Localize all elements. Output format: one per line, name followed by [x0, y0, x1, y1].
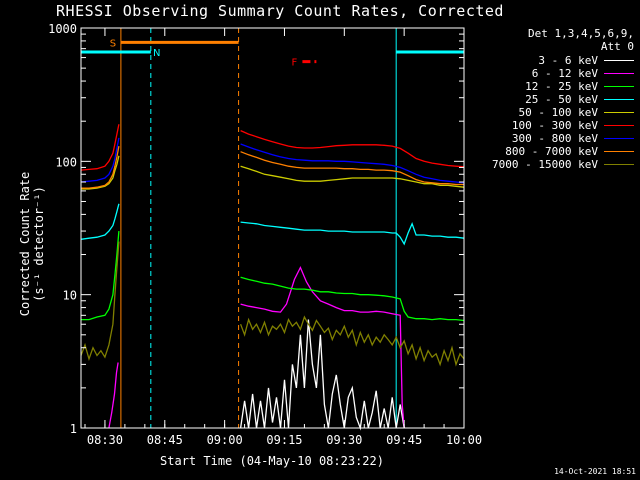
flag-label-s: S: [110, 38, 116, 49]
flag-label-f: F: [292, 58, 298, 69]
series-line-6-seg-0: [80, 137, 120, 183]
legend-entry-label: 50 - 100 keV: [518, 106, 598, 119]
series-line-7-seg-1: [240, 151, 464, 186]
series-line-8-seg-0: [80, 241, 120, 362]
legend-entry-label: 100 - 300 keV: [511, 119, 598, 132]
series-line-4-seg-0: [81, 155, 120, 190]
x-tick-label-2: 09:00: [207, 433, 243, 447]
series-line-0-seg-0: [239, 319, 405, 431]
legend-entry-label: 3 - 6 keV: [538, 54, 598, 67]
plot-frame: [80, 27, 465, 429]
legend-swatch: [604, 151, 634, 152]
series-line-5-seg-1: [240, 130, 465, 168]
series-line-8-seg-1: [239, 315, 465, 367]
series-line-1-seg-0: [108, 362, 119, 429]
legend-entry: 100 - 300 keV: [512, 119, 634, 132]
legend-entry: 50 - 100 keV: [519, 106, 634, 119]
legend-header-attenuator: Att 0: [600, 40, 634, 53]
legend-entry-label: 800 - 7000 keV: [505, 145, 598, 158]
legend-swatch: [604, 138, 634, 139]
legend-swatch: [604, 164, 634, 165]
series-line-4-seg-1: [240, 165, 465, 188]
legend-entry: 7000 - 15000 keV: [492, 158, 634, 171]
series-line-2-seg-1: [240, 276, 465, 322]
legend-swatch: [604, 73, 634, 74]
legend-swatch: [604, 86, 634, 87]
legend-header-detectors: Det 1,3,4,5,6,9,: [528, 27, 634, 40]
generation-timestamp: 14-Oct-2021 18:51: [554, 467, 636, 476]
series-line-3-seg-0: [80, 203, 120, 240]
legend-entry-label: 12 - 25 keV: [525, 80, 598, 93]
chart-title: RHESSI Observing Summary Count Rates, Co…: [56, 2, 504, 20]
legend-entry: 25 - 50 keV: [525, 93, 634, 106]
x-tick-label-5: 09:45: [386, 433, 422, 447]
series-line-2-seg-0: [81, 231, 120, 321]
legend-entry: 6 - 12 keV: [532, 67, 634, 80]
legend-entry: 300 - 800 keV: [512, 132, 634, 145]
legend-entry: 12 - 25 keV: [525, 80, 634, 93]
y-tick-label-0: 1: [70, 422, 77, 436]
legend-swatch: [604, 60, 634, 61]
flag-label-n: N: [153, 48, 160, 59]
legend-entry: 800 - 7000 keV: [505, 145, 634, 158]
legend-entry-label: 300 - 800 keV: [511, 132, 598, 145]
series-line-5-seg-0: [80, 124, 120, 171]
plot-layer: S N F: [80, 28, 465, 431]
legend-swatch: [604, 125, 634, 126]
legend-swatch: [604, 112, 634, 113]
legend-swatch: [604, 99, 634, 100]
x-axis-label: Start Time (04-May-10 08:23:22): [160, 454, 384, 468]
x-tick-label-3: 09:15: [266, 433, 302, 447]
legend-entry: 3 - 6 keV: [538, 54, 634, 67]
x-tick-label-6: 10:00: [446, 433, 482, 447]
y-axis-label: Corrected Count Rate (s⁻¹ detector⁻¹): [18, 171, 46, 317]
legend-entry-label: 7000 - 15000 keV: [492, 158, 598, 171]
series-line-7-seg-0: [81, 145, 120, 189]
x-tick-label-0: 08:30: [87, 433, 123, 447]
x-tick-label-1: 08:45: [147, 433, 183, 447]
legend-entry-label: 25 - 50 keV: [525, 93, 598, 106]
y-tick-label-1: 10: [63, 289, 77, 303]
series-line-3-seg-1: [240, 221, 465, 246]
legend-entry-label: 6 - 12 keV: [531, 67, 598, 80]
axes-layer: 08:30 08:45 09:00 09:15 09:30 09:45 10:00 1 10 10…: [48, 22, 482, 447]
y-tick-label-3: 1000: [48, 22, 77, 36]
series-line-6-seg-1: [240, 143, 465, 184]
y-tick-label-2: 100: [55, 155, 77, 169]
series-line-1-seg-1: [240, 265, 405, 429]
x-tick-label-4: 09:30: [326, 433, 362, 447]
